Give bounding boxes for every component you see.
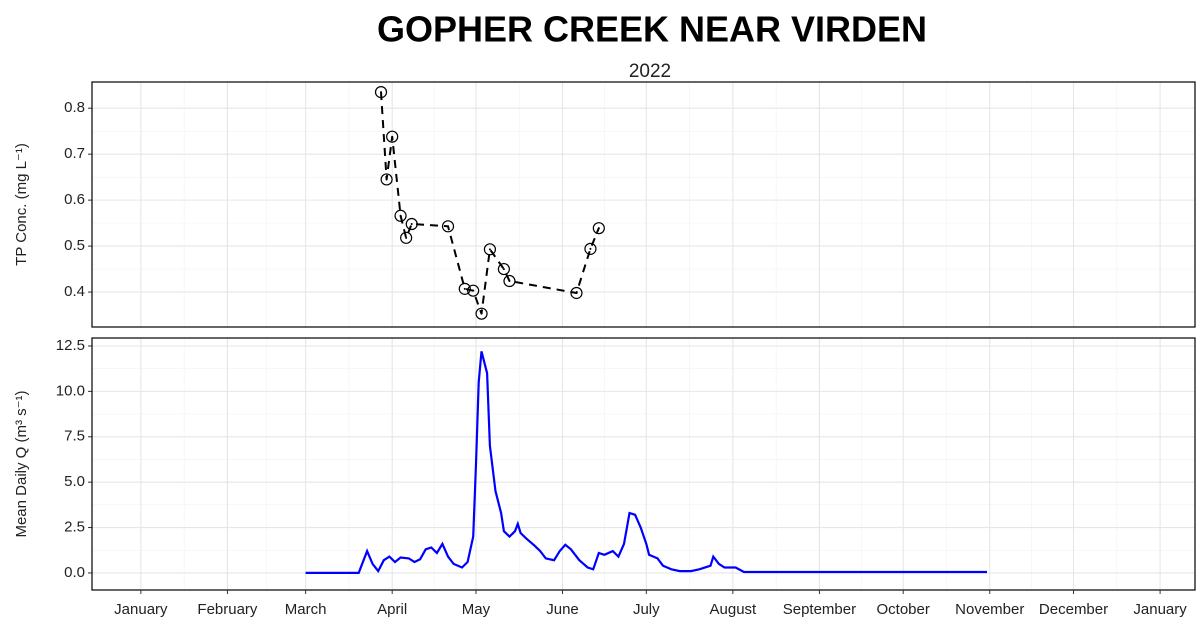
y-tick-label: 0.0 (64, 564, 85, 581)
y-axis-label: Mean Daily Q (m³ s⁻¹) (13, 390, 30, 537)
marker-part (447, 225, 450, 228)
marker-part (385, 178, 388, 181)
y-tick-label: 0.6 (64, 191, 85, 208)
x-tick-label: January (1133, 601, 1187, 618)
marker-part (374, 86, 388, 99)
marker-part (584, 242, 597, 255)
marker-part (399, 214, 402, 217)
x-tick-label: December (1039, 601, 1108, 618)
data-point (380, 173, 393, 186)
panel-border (91, 81, 1196, 328)
marker-part (475, 307, 488, 320)
marker-part (592, 222, 605, 235)
x-tick-label: June (546, 601, 579, 618)
y-tick-label: 5.0 (64, 473, 85, 490)
data-point (405, 217, 418, 231)
data-point (570, 286, 583, 300)
data-point (441, 220, 455, 233)
marker-part (480, 312, 483, 315)
panel-border (91, 337, 1196, 591)
x-tick-label: August (710, 601, 758, 618)
marker-part (575, 291, 578, 294)
marker-part (570, 286, 583, 300)
y-tick-label: 10.0 (56, 382, 85, 399)
marker-part (380, 91, 383, 94)
marker-part (405, 236, 408, 239)
marker-part (502, 268, 505, 271)
x-tick-label: September (783, 601, 856, 618)
data-point (503, 274, 516, 288)
data-line (380, 92, 600, 315)
data-point (374, 86, 388, 99)
data-point (394, 209, 407, 222)
marker-part (589, 247, 592, 250)
marker-part (405, 217, 418, 231)
y-tick-label: 7.5 (64, 428, 85, 445)
chart-subtitle: 2022 (629, 61, 671, 82)
data-point (497, 262, 510, 276)
marker-part (394, 209, 407, 222)
marker-part (458, 282, 471, 295)
y-tick-label: 0.5 (64, 237, 85, 254)
chart-title: GOPHER CREEK NEAR VIRDEN (377, 9, 927, 50)
x-tick-label: October (877, 601, 930, 618)
marker-part (508, 280, 511, 283)
data-point (475, 307, 488, 320)
marker-part (400, 231, 413, 244)
marker-part (386, 130, 399, 143)
x-tick-label: May (462, 601, 491, 618)
marker-part (467, 284, 480, 297)
x-tick-label: April (377, 601, 407, 618)
data-point (400, 231, 413, 244)
y-tick-label: 2.5 (64, 519, 85, 536)
marker-part (497, 262, 510, 276)
data-point (592, 222, 605, 235)
marker-part (380, 173, 393, 186)
y-tick-label: 0.7 (64, 145, 85, 162)
x-tick-label: November (955, 601, 1024, 618)
y-tick-label: 12.5 (56, 337, 85, 354)
marker-part (483, 243, 497, 256)
x-tick-label: March (285, 601, 327, 618)
marker-part (410, 223, 413, 226)
marker-part (503, 274, 516, 288)
data-point (386, 130, 399, 143)
x-tick-label: February (197, 601, 258, 618)
y-axis-label: TP Conc. (mg L⁻¹) (13, 143, 30, 266)
data-point (584, 242, 597, 255)
data-point (467, 284, 480, 297)
data-point (483, 243, 497, 256)
marker-part (597, 227, 600, 230)
data-point (458, 282, 471, 295)
y-tick-label: 0.4 (64, 283, 85, 300)
marker-part (488, 248, 491, 251)
marker-part (463, 287, 466, 290)
x-tick-label: July (633, 601, 660, 618)
data-line (305, 351, 987, 574)
y-tick-label: 0.8 (64, 99, 85, 116)
x-tick-label: January (114, 601, 168, 618)
marker-part (391, 135, 394, 138)
marker-part (472, 289, 475, 292)
marker-part (441, 220, 455, 233)
